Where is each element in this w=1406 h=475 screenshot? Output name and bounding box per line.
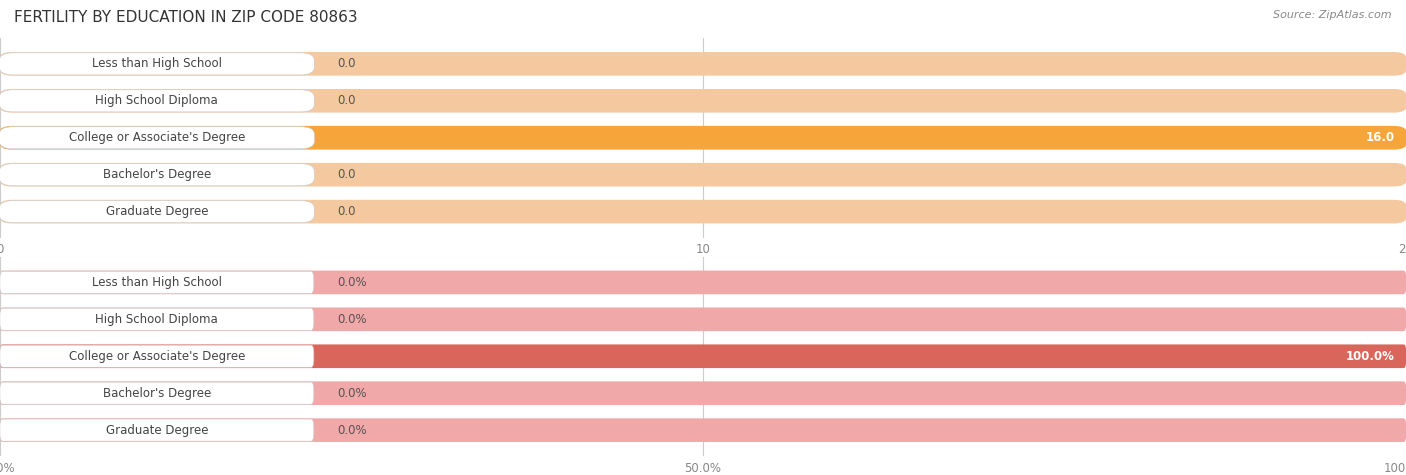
FancyBboxPatch shape [0, 127, 315, 149]
FancyBboxPatch shape [0, 307, 1406, 331]
FancyBboxPatch shape [0, 419, 314, 441]
FancyBboxPatch shape [0, 90, 315, 112]
Text: High School Diploma: High School Diploma [96, 313, 218, 326]
Text: Graduate Degree: Graduate Degree [105, 205, 208, 218]
FancyBboxPatch shape [0, 126, 1406, 150]
Text: FERTILITY BY EDUCATION IN ZIP CODE 80863: FERTILITY BY EDUCATION IN ZIP CODE 80863 [14, 10, 357, 25]
FancyBboxPatch shape [0, 200, 315, 223]
Text: Graduate Degree: Graduate Degree [105, 424, 208, 437]
FancyBboxPatch shape [0, 344, 1406, 368]
Text: 0.0%: 0.0% [337, 387, 367, 399]
Text: 100.0%: 100.0% [1346, 350, 1395, 363]
Text: Bachelor's Degree: Bachelor's Degree [103, 387, 211, 399]
FancyBboxPatch shape [0, 53, 315, 75]
Text: 0.0: 0.0 [337, 95, 356, 107]
FancyBboxPatch shape [0, 418, 1406, 442]
Text: Less than High School: Less than High School [91, 57, 222, 70]
FancyBboxPatch shape [0, 381, 1406, 405]
Text: Bachelor's Degree: Bachelor's Degree [103, 168, 211, 181]
Text: 0.0: 0.0 [337, 205, 356, 218]
FancyBboxPatch shape [0, 163, 1406, 187]
FancyBboxPatch shape [0, 52, 1406, 76]
Text: Source: ZipAtlas.com: Source: ZipAtlas.com [1274, 10, 1392, 19]
FancyBboxPatch shape [0, 271, 1406, 294]
Text: 0.0%: 0.0% [337, 424, 367, 437]
FancyBboxPatch shape [0, 308, 314, 331]
Text: 0.0%: 0.0% [337, 313, 367, 326]
Text: Less than High School: Less than High School [91, 276, 222, 289]
Text: College or Associate's Degree: College or Associate's Degree [69, 350, 245, 363]
FancyBboxPatch shape [0, 271, 314, 294]
Text: 0.0%: 0.0% [337, 276, 367, 289]
Text: College or Associate's Degree: College or Associate's Degree [69, 131, 245, 144]
FancyBboxPatch shape [0, 89, 1406, 113]
FancyBboxPatch shape [0, 345, 314, 367]
Text: 0.0: 0.0 [337, 57, 356, 70]
FancyBboxPatch shape [0, 163, 315, 186]
Text: High School Diploma: High School Diploma [96, 95, 218, 107]
Text: 0.0: 0.0 [337, 168, 356, 181]
FancyBboxPatch shape [0, 200, 1406, 223]
FancyBboxPatch shape [0, 382, 314, 404]
Text: 16.0: 16.0 [1365, 131, 1395, 144]
